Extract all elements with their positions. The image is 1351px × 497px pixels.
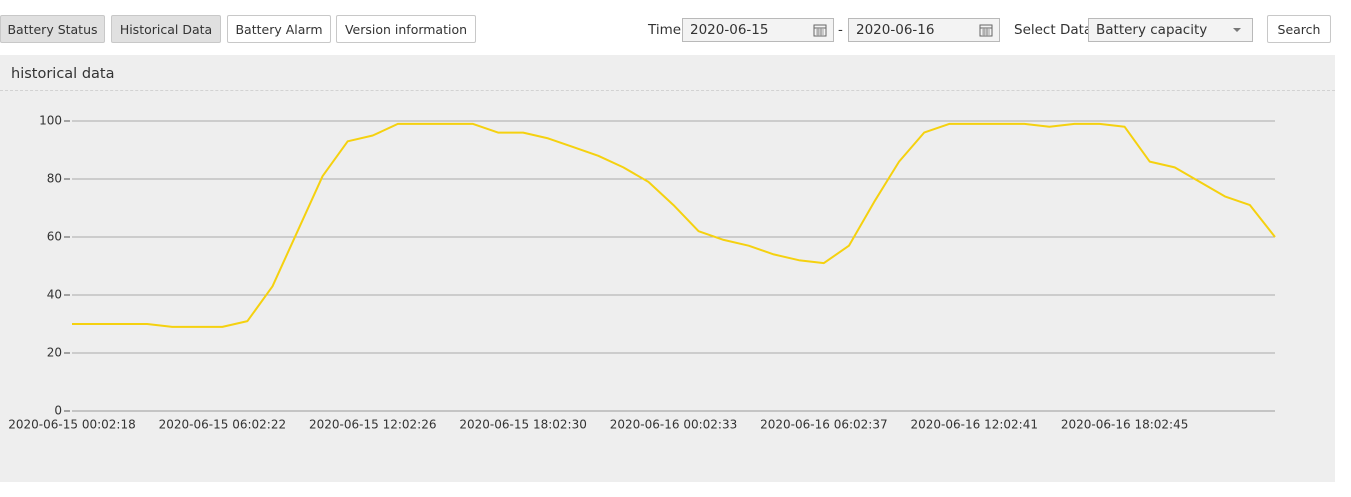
y-tick-label: 80 bbox=[47, 172, 62, 186]
data-select-text: Battery capacity bbox=[1096, 22, 1208, 38]
start-date-text: 2020-06-15 bbox=[690, 22, 769, 38]
calendar-icon bbox=[979, 24, 993, 37]
end-date[interactable]: 2020-06-16 bbox=[848, 18, 1000, 42]
x-tick-label: 2020-06-15 18:02:30 bbox=[459, 418, 586, 432]
start-date[interactable]: 2020-06-15 bbox=[682, 18, 834, 42]
tab[interactable]: Historical Data bbox=[111, 15, 221, 43]
y-tick-label: 40 bbox=[47, 288, 62, 302]
tab[interactable]: Battery Status bbox=[0, 15, 105, 43]
end-date-text: 2020-06-16 bbox=[856, 22, 935, 38]
y-tick-label: 0 bbox=[54, 404, 62, 418]
y-tick-label: 20 bbox=[47, 346, 62, 360]
time-label: Time bbox=[648, 22, 682, 38]
date-separator: - bbox=[838, 22, 843, 38]
data-line bbox=[72, 122, 1276, 328]
select-label: Select Data bbox=[1014, 22, 1093, 38]
x-tick-label: 2020-06-16 18:02:45 bbox=[1061, 418, 1188, 432]
panel: 0 20 40 60 80 100 2020-06-15 00:02:18 2020-06-1… bbox=[0, 55, 1335, 482]
x-tick-label: 2020-06-16 12:02:41 bbox=[911, 418, 1038, 432]
dropdown-arrow bbox=[1233, 28, 1241, 32]
panel-title: historical data bbox=[11, 66, 115, 82]
y-tick-label: 60 bbox=[47, 230, 62, 244]
calendar-icon bbox=[813, 24, 827, 37]
x-tick-label: 2020-06-16 00:02:33 bbox=[610, 418, 737, 432]
search-button[interactable]: Search bbox=[1267, 15, 1331, 43]
tab[interactable]: Version information bbox=[336, 15, 476, 43]
x-tick-label: 2020-06-15 00:02:18 bbox=[8, 418, 135, 432]
y-tick-label: 100 bbox=[39, 114, 62, 128]
x-tick-label: 2020-06-15 12:02:26 bbox=[309, 418, 436, 432]
x-tick-label: 2020-06-16 06:02:37 bbox=[760, 418, 887, 432]
chart: 0 20 40 60 80 100 2020-06-15 00:02:18 2020-06-1… bbox=[8, 114, 1276, 432]
x-tick-label: 2020-06-15 06:02:22 bbox=[159, 418, 286, 432]
tab[interactable]: Battery Alarm bbox=[227, 15, 331, 43]
data-select[interactable]: Battery capacity bbox=[1088, 18, 1253, 42]
divider bbox=[0, 90, 1335, 91]
